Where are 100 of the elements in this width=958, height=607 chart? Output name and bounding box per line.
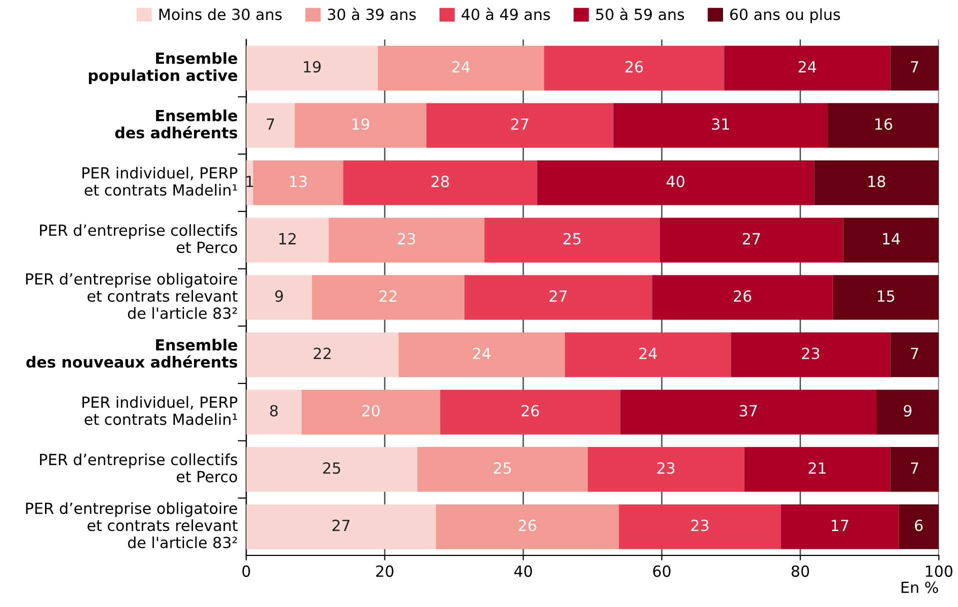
bar bbox=[253, 160, 344, 206]
bar bbox=[343, 160, 538, 206]
data-label: 25 bbox=[323, 462, 340, 474]
data-label: 26 bbox=[518, 520, 536, 532]
y-tick-label: Ensemble des nouveaux adhérents bbox=[26, 338, 238, 368]
data-label: 26 bbox=[625, 60, 643, 73]
data-label: 6 bbox=[914, 520, 923, 532]
bar bbox=[828, 103, 939, 148]
data-label: 7 bbox=[910, 462, 918, 474]
bar bbox=[890, 447, 939, 492]
data-label: 16 bbox=[875, 118, 892, 130]
y-tick-label: PER d’entreprise collectifs et Perco bbox=[40, 453, 238, 482]
bar bbox=[294, 103, 426, 148]
data-label: 23 bbox=[691, 520, 708, 532]
data-label: 18 bbox=[868, 176, 886, 188]
y-tick-label: PER d’entreprise obligatoire et contrats relevant de l'article 83² bbox=[26, 502, 238, 548]
bar bbox=[744, 447, 890, 492]
y-tick-label: Ensemble population active bbox=[88, 52, 238, 84]
data-label: 14 bbox=[883, 233, 900, 244]
bar bbox=[246, 275, 312, 320]
bar bbox=[484, 218, 660, 262]
bar bbox=[898, 504, 939, 550]
bar bbox=[328, 218, 484, 262]
data-label: 8 bbox=[270, 404, 278, 417]
bar bbox=[246, 390, 302, 434]
data-label: 19 bbox=[352, 118, 370, 130]
bar bbox=[246, 447, 418, 492]
bar bbox=[440, 390, 620, 434]
bar bbox=[588, 447, 744, 492]
data-label: 27 bbox=[550, 290, 567, 302]
data-label: 20 bbox=[362, 404, 380, 417]
bar bbox=[426, 103, 614, 148]
data-label: 31 bbox=[712, 118, 729, 130]
data-label: 7 bbox=[266, 118, 274, 130]
data-label: 17 bbox=[832, 520, 848, 531]
x-tick-label: 40 bbox=[514, 565, 532, 577]
legend-label: 40 à 49 ans bbox=[462, 8, 550, 20]
bar bbox=[537, 160, 814, 206]
data-label: 21 bbox=[808, 462, 826, 474]
data-label: 37 bbox=[740, 404, 757, 417]
bar bbox=[378, 46, 544, 90]
bar bbox=[832, 275, 939, 320]
data-label: 12 bbox=[279, 232, 296, 244]
bar bbox=[302, 390, 440, 434]
y-tick-label: PER d’entreprise obligatoire et contrats relevant de l'article 83² bbox=[26, 272, 238, 319]
data-label: 23 bbox=[398, 232, 416, 245]
bar bbox=[564, 332, 732, 378]
bar bbox=[618, 504, 781, 550]
x-tick-label: 20 bbox=[376, 565, 394, 577]
data-label: 25 bbox=[563, 232, 580, 245]
data-label: 24 bbox=[473, 348, 491, 359]
legend-label: 30 à 39 ans bbox=[328, 8, 416, 20]
bar bbox=[246, 332, 399, 378]
bar bbox=[660, 218, 844, 262]
x-axis-title: En % bbox=[902, 582, 938, 594]
bar bbox=[890, 332, 939, 378]
bar bbox=[246, 46, 378, 90]
bar bbox=[464, 275, 652, 320]
data-label: 25 bbox=[494, 462, 511, 474]
x-tick-label: 60 bbox=[653, 565, 670, 577]
y-tick-label: PER d’entreprise collectifs et Perco bbox=[40, 224, 238, 254]
bar bbox=[312, 275, 464, 320]
bar bbox=[652, 275, 833, 320]
bar bbox=[398, 332, 565, 378]
data-label: 23 bbox=[657, 462, 674, 474]
bar bbox=[724, 46, 890, 90]
data-label: 26 bbox=[734, 290, 752, 302]
data-label: 27 bbox=[742, 232, 760, 244]
bar bbox=[417, 447, 588, 492]
data-label: 22 bbox=[314, 348, 331, 359]
data-label: 9 bbox=[904, 404, 912, 417]
legend-label: Moins de 30 ans bbox=[159, 8, 282, 20]
data-label: 24 bbox=[798, 60, 816, 72]
bar bbox=[246, 103, 295, 148]
legend-label: 60 ans ou plus bbox=[730, 8, 840, 24]
data-label: 26 bbox=[522, 404, 539, 417]
data-label: 27 bbox=[511, 118, 528, 130]
data-label: 7 bbox=[910, 61, 918, 72]
y-tick-label: Ensemble des adhérents bbox=[115, 110, 238, 138]
data-label: 24 bbox=[639, 348, 657, 359]
legend-label: 50 à 59 ans bbox=[596, 8, 684, 20]
data-label: 7 bbox=[910, 348, 918, 359]
data-label: 1 bbox=[246, 176, 254, 187]
bar bbox=[731, 332, 890, 378]
data-label: 40 bbox=[666, 176, 684, 188]
x-tick-label: 0 bbox=[242, 565, 250, 577]
bar bbox=[436, 504, 619, 550]
data-label: 28 bbox=[432, 176, 449, 188]
y-tick-label: PER individuel, PERP et contrats Madelin¹ bbox=[82, 396, 238, 426]
y-tick-label: PER individuel, PERP et contrats Madelin¹ bbox=[82, 166, 238, 196]
data-label: 15 bbox=[878, 290, 894, 302]
bar bbox=[544, 46, 724, 90]
bar bbox=[890, 46, 939, 90]
data-label: 23 bbox=[802, 348, 820, 360]
bar bbox=[246, 218, 329, 262]
data-label: 19 bbox=[304, 60, 321, 73]
data-label: 9 bbox=[275, 290, 283, 302]
bar bbox=[876, 390, 939, 434]
bar bbox=[843, 218, 939, 262]
x-tick-label: 80 bbox=[792, 565, 810, 577]
